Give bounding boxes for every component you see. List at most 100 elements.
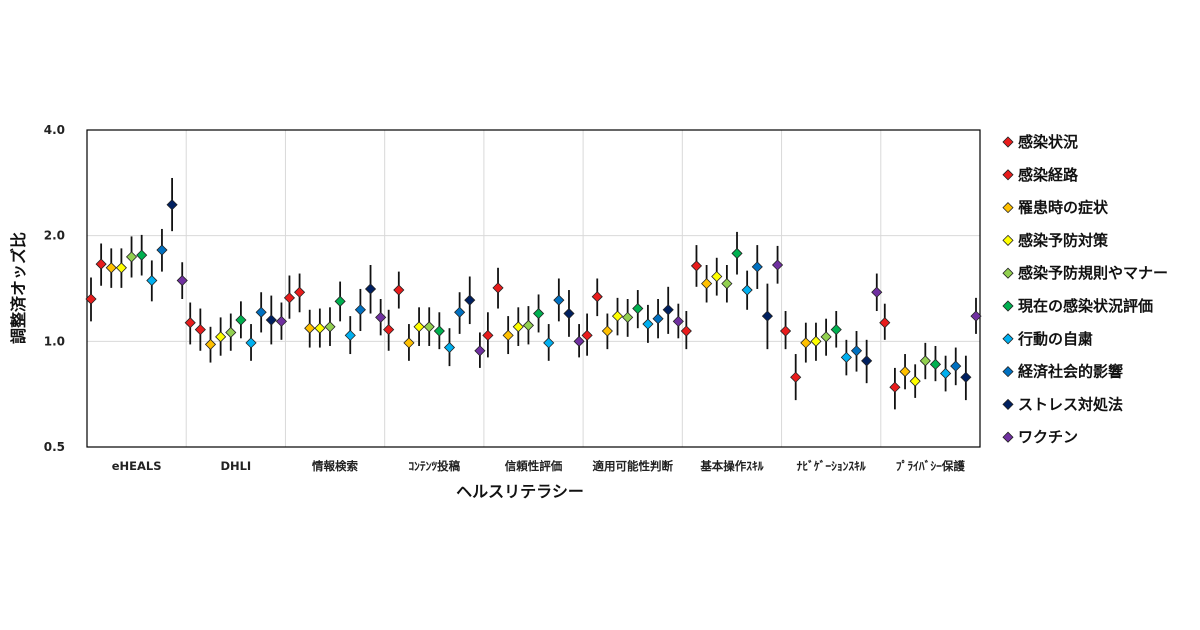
legend-label: 感染予防対策	[1018, 231, 1109, 249]
data-point	[940, 367, 952, 380]
data-point	[95, 258, 107, 270]
data-point	[194, 324, 206, 336]
data-point	[225, 326, 237, 339]
legend-label: 感染状況	[1018, 133, 1078, 151]
y-axis-label: 調整済オッズ比	[9, 232, 28, 344]
data-point	[591, 291, 603, 303]
y-tick-label: 1.0	[44, 334, 65, 348]
data-point	[950, 360, 962, 372]
y-tick-label: 0.5	[44, 440, 65, 454]
x-category-label: 信頼性評価	[505, 459, 563, 473]
data-point	[492, 282, 504, 294]
legend-label: 感染経路	[1018, 166, 1079, 184]
data-point	[761, 310, 773, 322]
data-point	[672, 315, 684, 327]
data-point	[879, 317, 891, 329]
data-point	[919, 355, 931, 367]
data-point	[960, 371, 972, 383]
data-point	[146, 274, 158, 287]
data-point	[176, 274, 188, 287]
data-point	[314, 322, 326, 334]
data-point	[721, 278, 733, 290]
legend-marker	[1002, 398, 1014, 410]
data-point	[690, 260, 703, 272]
legend-marker	[1002, 169, 1014, 181]
data-point	[680, 325, 692, 337]
data-point	[800, 337, 812, 349]
data-point	[166, 199, 178, 211]
legend-label: 行動の自粛	[1017, 330, 1093, 348]
data-point	[889, 381, 901, 393]
data-marks	[85, 177, 982, 410]
data-point	[255, 306, 267, 318]
plot-area	[86, 129, 981, 448]
data-point	[413, 321, 425, 333]
data-point	[482, 329, 494, 341]
x-axis-label: ヘルスリテラシー	[456, 482, 584, 501]
data-point	[601, 325, 613, 337]
data-point	[871, 286, 883, 298]
data-point	[790, 371, 802, 383]
data-point	[464, 294, 476, 306]
gridlines	[87, 130, 980, 447]
x-axis-categories: eHEALS DHLI 情報検索 ｺﾝﾃﾝﾂ投稿 信頼性評価 適用可能性判断 基本操作ｽｷﾙ…	[112, 459, 966, 473]
data-point	[810, 335, 822, 347]
data-point	[245, 337, 257, 349]
x-category-label: ﾅﾋﾞｹﾞｰｼｮﾝｽｷﾙ	[797, 459, 866, 473]
data-point	[454, 306, 466, 318]
data-point	[344, 329, 356, 341]
legend-label: ストレス対処法	[1018, 395, 1123, 413]
data-point	[563, 307, 575, 320]
data-point	[204, 338, 217, 350]
data-point	[533, 307, 545, 320]
data-point	[265, 314, 277, 326]
data-point	[779, 325, 792, 337]
data-point	[711, 270, 723, 283]
data-point	[304, 322, 316, 334]
data-point	[741, 284, 753, 296]
x-category-label: DHLI	[220, 459, 251, 473]
data-point	[125, 251, 138, 263]
data-point	[632, 302, 644, 315]
data-point	[522, 319, 534, 331]
legend-marker	[1002, 267, 1014, 279]
data-point	[861, 355, 873, 367]
legend-label: 感染予防規則やマナー	[1018, 264, 1168, 282]
data-point	[184, 317, 196, 329]
data-point	[771, 259, 784, 271]
data-point	[512, 321, 524, 333]
data-point	[662, 304, 674, 316]
y-tick-label: 2.0	[44, 229, 65, 243]
legend: 感染状況感染経路罹患時の症状感染予防対策感染予防規則やマナー現在の感染状況評価行…	[1002, 133, 1168, 446]
data-point	[573, 335, 585, 347]
data-point	[581, 329, 593, 341]
data-point	[375, 311, 387, 323]
data-point	[85, 293, 97, 305]
data-point	[105, 262, 117, 274]
data-point	[731, 247, 743, 259]
data-point	[364, 283, 377, 295]
legend-label: 罹患時の症状	[1018, 199, 1109, 217]
x-category-label: 情報検索	[311, 459, 358, 473]
data-point	[393, 284, 405, 296]
data-point	[622, 311, 634, 323]
data-point	[324, 321, 336, 333]
data-point	[275, 315, 288, 327]
data-point	[611, 310, 624, 322]
data-point	[751, 261, 763, 273]
data-point	[334, 295, 346, 307]
data-point	[502, 329, 514, 341]
legend-label: 現在の感染状況評価	[1018, 297, 1153, 315]
data-point	[840, 351, 852, 363]
data-point	[235, 314, 247, 326]
data-point	[136, 249, 148, 261]
data-point	[294, 286, 306, 298]
legend-marker	[1002, 333, 1014, 345]
data-point	[433, 325, 445, 337]
legend-marker	[1002, 234, 1014, 246]
data-point	[553, 294, 565, 306]
legend-label: 経済社会的影響	[1018, 363, 1123, 381]
legend-label: ワクチン	[1018, 428, 1078, 446]
data-point	[543, 337, 555, 349]
